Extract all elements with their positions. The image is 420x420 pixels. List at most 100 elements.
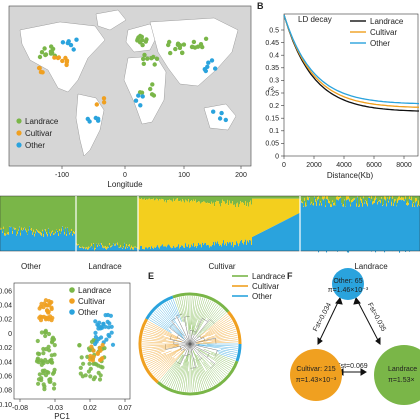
map-sample-point (137, 40, 143, 45)
pca-sample-point (42, 368, 47, 373)
map-tick-marks (61, 166, 242, 169)
pca-sample-point (51, 386, 57, 391)
map-sample-point (64, 62, 69, 68)
ld-ytick: 0 (275, 153, 279, 160)
pca-xtick: -0.08 (12, 405, 28, 412)
tree-legend: Landrace Cultivar Other (232, 272, 286, 301)
pca-sample-point (77, 343, 82, 348)
pca-sample-point (49, 360, 54, 365)
ld-legend-landrace: Landrace (370, 17, 404, 26)
map-sample-point (223, 117, 228, 123)
fst-other-pi: π=1.46×10⁻³ (328, 287, 369, 294)
map-sample-point (42, 46, 47, 51)
map-sample-point (52, 55, 57, 60)
map-sample-point (213, 66, 218, 71)
panel-e-tree: E Landrace Cultivar Other (138, 271, 286, 396)
map-sample-point (133, 98, 139, 103)
map-sample-point (154, 56, 160, 61)
pca-sample-point (97, 377, 103, 382)
ld-cultivar-curve (283, 14, 420, 108)
panel-b-letter: B (257, 1, 264, 11)
fst-landrace-label: Landrace (388, 366, 417, 373)
pca-xtick: 0.07 (118, 405, 132, 412)
pca-sample-point (99, 325, 104, 330)
pca-sample-point (45, 303, 50, 308)
pca-sample-point (95, 351, 100, 356)
pca-sample-point (96, 370, 101, 375)
fst-other-circle (332, 268, 364, 300)
map-sample-point (139, 90, 145, 95)
pca-sample-point (99, 335, 104, 340)
pca-sample-point (91, 361, 96, 366)
map-sample-point (191, 39, 197, 45)
pca-xtick: 0.02 (83, 405, 97, 412)
map-sample-point (219, 110, 224, 116)
tree-ring-segment (227, 310, 242, 345)
pca-sample-point (94, 339, 99, 344)
map-points (36, 33, 228, 124)
pca-sample-point (36, 377, 42, 382)
pca-sample-point (91, 348, 96, 353)
map-sample-point (139, 34, 144, 39)
map-legend-other-marker (16, 142, 22, 148)
ld-ytick: 0.1 (269, 128, 279, 135)
structure-frame (0, 195, 420, 252)
map-sample-point (93, 115, 99, 121)
map-sample-point (138, 103, 143, 108)
map-sample-point (168, 50, 173, 56)
map-legend-cultivar: Cultivar (25, 129, 52, 138)
map-sample-point (64, 58, 70, 63)
fst-other-label: Other: 65 (333, 278, 362, 285)
pca-sample-point (99, 356, 104, 362)
pca-legend-other: Other (78, 308, 98, 317)
map-sample-point (181, 42, 187, 47)
map-sample-point (192, 45, 198, 50)
map-sample-point (176, 42, 182, 48)
pca-ytick: -0.06 (0, 374, 12, 381)
pca-sample-point (78, 365, 83, 370)
map-sample-point (198, 42, 204, 47)
map-legend: Landrace Cultivar Other (16, 117, 59, 150)
map-sample-point (74, 37, 79, 42)
ld-legend-other: Other (370, 39, 390, 48)
ld-ytick: 0.05 (265, 141, 279, 148)
pca-sample-point (106, 332, 111, 338)
fst-bottom-label: Fst=0.069 (336, 363, 367, 370)
map-sample-point (167, 39, 172, 45)
pca-xticks: -0.08 -0.03 0.02 0.07 (12, 399, 132, 412)
tree-ring-segment (235, 343, 242, 362)
pca-sample-point (43, 333, 48, 339)
fst-cultivar-label: Cultivar: 215 (296, 366, 335, 373)
pca-sample-point (93, 330, 98, 335)
structure-group-other: Other (21, 262, 41, 271)
fst-arrow-right (355, 297, 381, 345)
panel-a-map: Landrace Cultivar Other -100 0 100 200 L… (8, 5, 252, 189)
pca-sample-point (91, 377, 96, 382)
africa (123, 55, 167, 125)
ld-title: LD decay (298, 15, 332, 24)
map-legend-cultivar-marker (16, 130, 22, 136)
pca-sample-point (35, 357, 40, 362)
pca-sample-point (52, 382, 57, 387)
map-sample-point (217, 116, 223, 121)
map-sample-point (39, 50, 45, 55)
pca-sample-point (107, 321, 112, 326)
map-sample-point (209, 58, 215, 63)
pca-ytick: 0.04 (0, 303, 12, 310)
ld-xtick: 4000 (336, 162, 352, 169)
map-xtick-3: 200 (235, 172, 247, 179)
pca-ytick: -0.08 (0, 388, 12, 395)
pca-sample-point (46, 310, 51, 315)
map-sample-point (65, 40, 71, 46)
pca-legend-other-marker (69, 309, 75, 315)
pca-sample-point (43, 357, 48, 363)
pca-ytick: 0.02 (0, 317, 12, 324)
pca-legend-cultivar-marker (69, 298, 75, 304)
ld-xtick: 6000 (366, 162, 382, 169)
ld-legend: Landrace Cultivar Other (350, 17, 404, 48)
pca-sample-point (43, 298, 49, 303)
south-america (75, 93, 105, 157)
tree-ring-segment (138, 318, 159, 384)
pca-yticks: 0.06 0.04 0.02 0 -0.02 -0.04 -0.06 -0.08 -0.10 (0, 288, 12, 409)
